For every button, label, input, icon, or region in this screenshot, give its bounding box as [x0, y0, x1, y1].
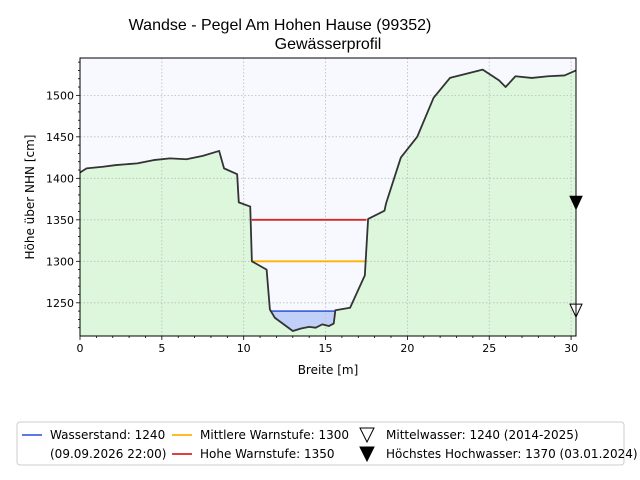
- legend-label: Mittlere Warnstufe: 1300: [200, 428, 349, 442]
- legend-filled-triangle: [359, 446, 375, 463]
- x-tick-label: 15: [319, 342, 333, 355]
- chart-subtitle: Gewässerprofil: [275, 36, 382, 53]
- legend-open-triangle: [359, 427, 375, 444]
- x-tick-label: 5: [158, 342, 165, 355]
- legend-label: Hohe Warnstufe: 1350: [200, 447, 335, 461]
- y-tick-label: 1450: [46, 131, 74, 144]
- x-tick-label: 20: [400, 342, 414, 355]
- legend-label: Wasserstand: 1240: [50, 428, 165, 442]
- x-tick-label: 10: [237, 342, 251, 355]
- legend-label-secondary: (09.09.2026 22:00): [50, 447, 166, 461]
- x-tick-label: 30: [564, 342, 578, 355]
- y-tick-label: 1500: [46, 89, 74, 102]
- x-tick-label: 25: [482, 342, 496, 355]
- plot-frame: [79, 57, 577, 337]
- x-tick-label: 0: [77, 342, 84, 355]
- y-tick-label: 1250: [46, 297, 74, 310]
- ground-area: [80, 69, 576, 336]
- chart-title: Wandse - Pegel Am Hohen Hause (99352): [129, 17, 432, 34]
- x-axis-label: Breite [m]: [298, 363, 359, 377]
- legend-box: [16, 421, 625, 466]
- y-tick-label: 1350: [46, 214, 74, 227]
- profile-line: [80, 68, 576, 332]
- y-tick-label: 1400: [46, 172, 74, 185]
- legend: Wasserstand: 1240 (09.09.2026 22:00) Mittl…: [16, 421, 638, 466]
- y-tick-label: 1300: [46, 255, 74, 268]
- legend-label: Mittelwasser: 1240 (2014-2025): [386, 428, 579, 442]
- y-axis-label: Höhe über NHN [cm]: [23, 135, 37, 260]
- legend-label: Höchstes Hochwasser: 1370 (03.01.2024): [386, 447, 638, 461]
- plot-area: 0 5 10 15 20 25 30 1250 1300 1350 1400 1450 1500: [46, 57, 583, 355]
